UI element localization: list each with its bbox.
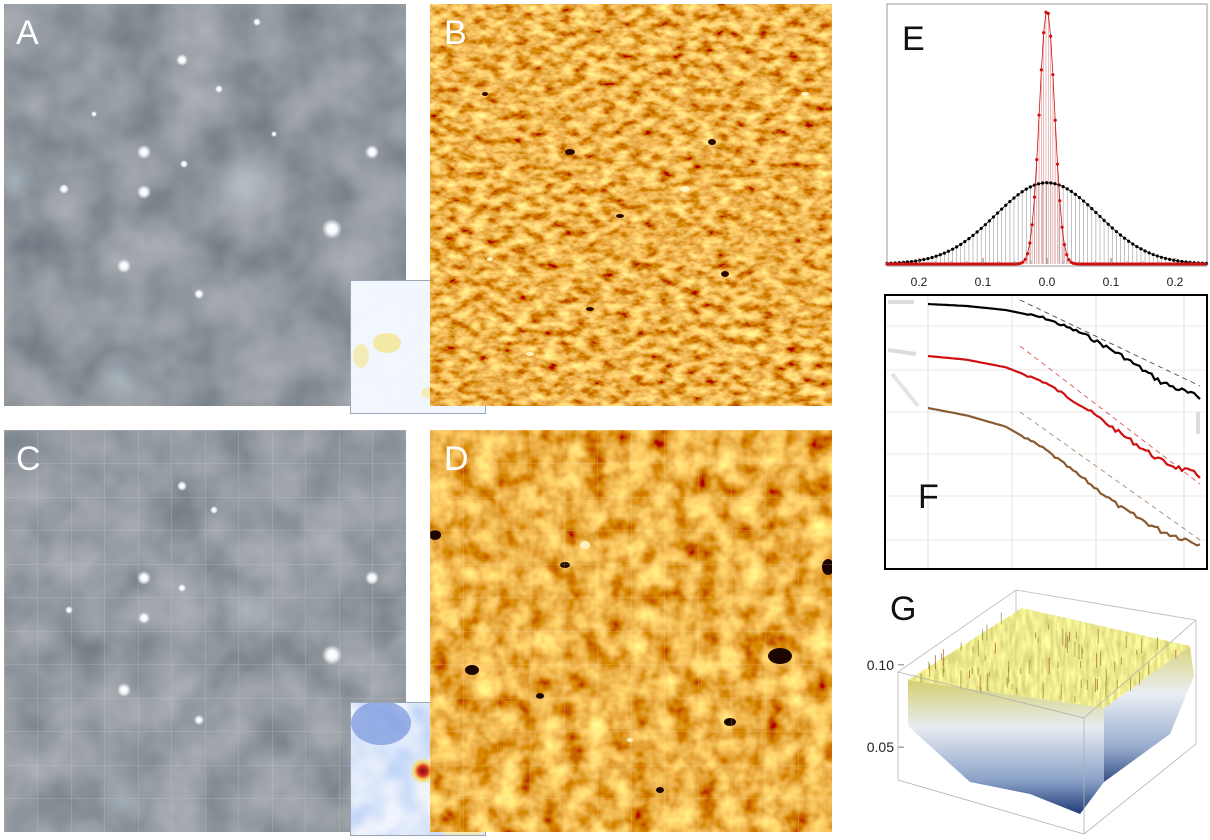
panel-f-fit-red xyxy=(1019,345,1201,485)
panel-g-label: G xyxy=(890,590,917,628)
panel-g-z-tick-label: 0.05 xyxy=(867,739,894,755)
panel-f-line-brown xyxy=(927,406,1201,547)
panel-g-spikes xyxy=(920,612,1177,703)
panel-g-box-front xyxy=(897,619,1197,835)
panel-g-z-axis: 0.10 0.05 xyxy=(867,657,904,755)
panel-f-frame xyxy=(884,294,1208,570)
panel-e-distribution-chart: 0.2 0.1 0.0 0.1 0.2 E xyxy=(880,2,1208,292)
panel-g-surface-plot: 0.10 0.05 G xyxy=(850,584,1208,838)
panel-c-fluorescence-grid-image: C xyxy=(4,430,406,832)
panel-a-spots xyxy=(4,18,379,406)
panel-f-fit-black xyxy=(1019,299,1201,387)
panel-d-heatmap-grid: D xyxy=(430,430,832,832)
panel-d-grid-overlay xyxy=(430,430,832,832)
panel-e-x-tick-label: 0.2 xyxy=(911,275,928,289)
panel-f-faded-left-marks xyxy=(887,300,1200,434)
panel-e-stems xyxy=(898,12,1199,264)
panel-e-svg: 0.2 0.1 0.0 0.1 0.2 xyxy=(885,3,1208,289)
panel-d-label: D xyxy=(444,440,469,478)
panel-g-z-tick-label: 0.10 xyxy=(867,657,894,673)
panel-c-grid-overlay xyxy=(4,430,406,832)
panel-g-svg: 0.10 0.05 xyxy=(867,589,1197,835)
panel-b-image xyxy=(430,4,832,406)
panel-c-image xyxy=(4,430,406,832)
panel-a-fluorescence-image: A xyxy=(4,4,406,406)
panel-f-series xyxy=(927,299,1201,547)
panel-e-line-black xyxy=(886,182,1207,264)
panel-f-line-red xyxy=(927,354,1201,479)
panel-g-side-face xyxy=(1104,646,1194,782)
panel-f-line-black xyxy=(927,302,1201,400)
panel-e-x-tick-label: 0.2 xyxy=(1167,275,1184,289)
panel-d-image xyxy=(430,430,832,832)
panel-a-image xyxy=(4,4,406,406)
panel-b-heatmap: B xyxy=(430,4,832,406)
panel-e-line-red xyxy=(887,11,1205,265)
panel-b-bright-spots xyxy=(487,92,809,356)
panel-a-label: A xyxy=(16,14,39,52)
panel-f-grid xyxy=(886,296,1206,568)
panel-f-label: F xyxy=(918,478,939,516)
panel-b-dark-spots xyxy=(482,92,729,311)
panel-f-svg xyxy=(884,294,1208,570)
panel-c-label: C xyxy=(16,440,41,478)
panel-e-x-tick-label: 0.1 xyxy=(975,275,992,289)
panel-e-x-tick-label: 0.1 xyxy=(1103,275,1120,289)
panel-e-label: E xyxy=(902,20,925,58)
panel-e-series-red xyxy=(885,10,1207,266)
panel-f-fit-brown xyxy=(1019,411,1201,541)
panel-e-x-tick-label: 0.0 xyxy=(1039,275,1056,289)
panel-e-x-axis: 0.2 0.1 0.0 0.1 0.2 xyxy=(886,258,1208,289)
panel-f-decay-chart: F xyxy=(884,294,1208,570)
panel-g-front-face xyxy=(908,680,1104,814)
panel-b-label: B xyxy=(444,14,467,52)
